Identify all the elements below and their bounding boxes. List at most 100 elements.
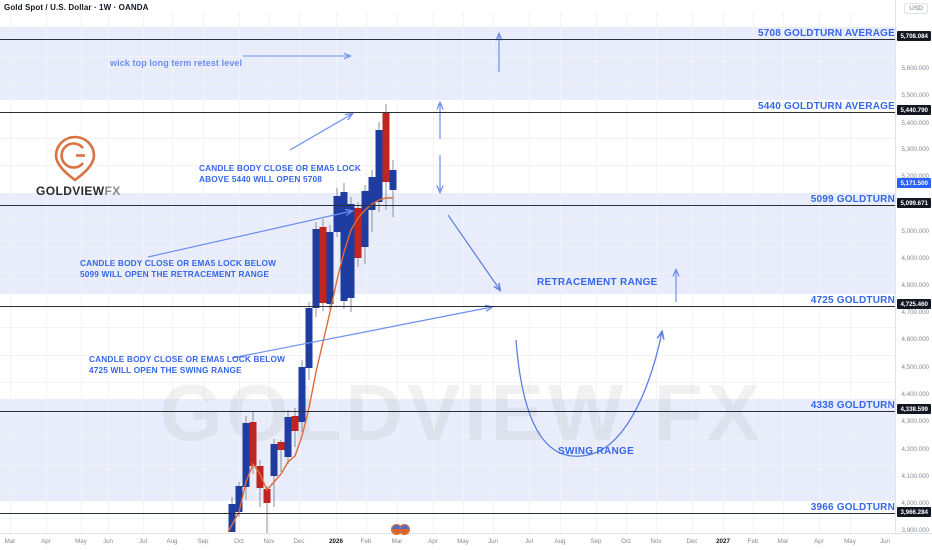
candle [305, 302, 313, 380]
price-level-tag[interactable]: 5,099.671 [897, 198, 931, 208]
price-tick-label: 4,400.000 [901, 391, 929, 398]
goldturn-level-line[interactable] [0, 112, 932, 113]
time-tick-label: Dec [686, 538, 698, 545]
time-tick-label: May [844, 538, 856, 545]
chart-title: Gold Spot / U.S. Dollar · 1W · OANDA [4, 3, 149, 12]
time-tick-label: Apr [814, 538, 824, 545]
time-tick-label: Aug [554, 538, 566, 545]
gridline-h [0, 437, 895, 438]
goldturn-level-line[interactable] [0, 513, 932, 514]
price-tick-label: 4,100.000 [901, 473, 929, 480]
gridline-v [172, 12, 173, 533]
price-tick-label: 5,000.000 [901, 228, 929, 235]
gridline-h [0, 464, 895, 465]
label-swing-range: SWING RANGE [558, 446, 635, 457]
price-level-tag[interactable]: 5,708.084 [897, 31, 931, 41]
time-tick-label: Sep [197, 538, 209, 545]
gridline-h [0, 273, 895, 274]
gridline-v [397, 12, 398, 533]
goldturn-level-label: 4338 GOLDTURN [810, 400, 895, 411]
gridline-v [81, 12, 82, 533]
price-level-tag[interactable]: 3,966.284 [897, 507, 931, 517]
gridline-v [850, 12, 851, 533]
annotation-above-5440: CANDLE BODY CLOSE OR EMA5 LOCK ABOVE 544… [199, 163, 361, 184]
time-tick-label: May [75, 538, 87, 545]
gridline-v [692, 12, 693, 533]
gridline-v [46, 12, 47, 533]
time-tick-label: Nov [650, 538, 662, 545]
price-level-tag[interactable]: 5,440.790 [897, 105, 931, 115]
goldturn-level-line[interactable] [0, 306, 932, 307]
annotation-below-5099: CANDLE BODY CLOSE OR EMA5 LOCK BELOW 509… [80, 258, 277, 279]
price-tick-label: 4,800.000 [901, 282, 929, 289]
goldturn-level-line[interactable] [0, 39, 932, 40]
gridline-h [0, 491, 895, 492]
time-tick-label: Oct [234, 538, 244, 545]
price-level-tag[interactable]: 4,725.460 [897, 299, 931, 309]
gridline-v [529, 12, 530, 533]
price-tick-label: 4,600.000 [901, 336, 929, 343]
price-tick-label: 4,000.000 [901, 500, 929, 507]
time-tick-label: Feb [360, 538, 372, 545]
gridline-v [560, 12, 561, 533]
gridline-h [0, 246, 895, 247]
time-tick-label: Aug [166, 538, 178, 545]
gridline-v [433, 12, 434, 533]
gridline-v [108, 12, 109, 533]
price-tick-label: 5,400.000 [901, 120, 929, 127]
gridline-v [753, 12, 754, 533]
zone-swing [0, 399, 895, 501]
current-price-tag[interactable]: 5,171.500 [897, 178, 931, 188]
gridline-h [0, 327, 895, 328]
price-tick-label: 5,200.000 [901, 173, 929, 180]
gridline-h [0, 165, 895, 166]
gridline-v [336, 12, 337, 533]
annotation-below-4725: CANDLE BODY CLOSE OR EMA5 LOCK BELOW 472… [89, 354, 286, 375]
price-tick-label: 3,900.000 [901, 527, 929, 534]
price-tick-label: 5,300.000 [901, 146, 929, 153]
goldview-fx-logo: GOLDVIEWFX [36, 134, 156, 198]
time-tick-label: Mar [4, 538, 16, 545]
trend-arrow-lower [231, 307, 492, 359]
time-tick-year: 2027 [716, 538, 730, 545]
time-tick-label: Dec [293, 538, 305, 545]
time-tick-label: Oct [621, 538, 631, 545]
gridline-v [783, 12, 784, 533]
candle [228, 497, 236, 532]
gridline-v [10, 12, 11, 533]
chart-plot-area[interactable]: GOLDVIEW FX GOLDVIEWFX [0, 12, 895, 533]
gridline-h [0, 518, 895, 519]
logo-wordmark: GOLDVIEWFX [36, 184, 156, 198]
time-tick-label: Nov [263, 538, 275, 545]
time-tick-label: Jun [103, 538, 113, 545]
time-tick-label: May [457, 538, 469, 545]
goldturn-level-line[interactable] [0, 205, 932, 206]
gridline-v [493, 12, 494, 533]
time-scale[interactable]: Mar Apr May Jun Jul Aug Sep Oct Nov Dec 2026 Feb Mar… [0, 533, 932, 550]
time-tick-year: 2026 [329, 538, 343, 545]
gridline-v [299, 12, 300, 533]
goldturn-level-line[interactable] [0, 411, 932, 412]
price-tick-label: 4,300.000 [901, 418, 929, 425]
time-tick-label: Apr [41, 538, 51, 545]
gridline-v [596, 12, 597, 533]
price-tick-label: 4,200.000 [901, 446, 929, 453]
gridline-v [203, 12, 204, 533]
gridline-v [463, 12, 464, 533]
price-tick-label: 4,700.000 [901, 309, 929, 316]
gridline-v [626, 12, 627, 533]
price-tick-label: 4,500.000 [901, 364, 929, 371]
annotation-wick-top: wick top long term retest level [110, 58, 243, 68]
goldturn-level-label: 5099 GOLDTURN [810, 194, 895, 205]
price-scale[interactable]: USD 5,600.000 5,500.000 5,400.000 5,300.000… [895, 0, 932, 534]
goldturn-level-label: 4725 GOLDTURN [810, 295, 895, 306]
gridline-h [0, 138, 895, 139]
price-level-tag[interactable]: 4,338.599 [897, 404, 931, 414]
economic-event-icon[interactable] [399, 524, 410, 535]
gridline-v [819, 12, 820, 533]
time-tick-label: Jun [488, 538, 498, 545]
price-tick-label: 5,500.000 [901, 92, 929, 99]
gridline-h [0, 219, 895, 220]
time-tick-label: Apr [428, 538, 438, 545]
